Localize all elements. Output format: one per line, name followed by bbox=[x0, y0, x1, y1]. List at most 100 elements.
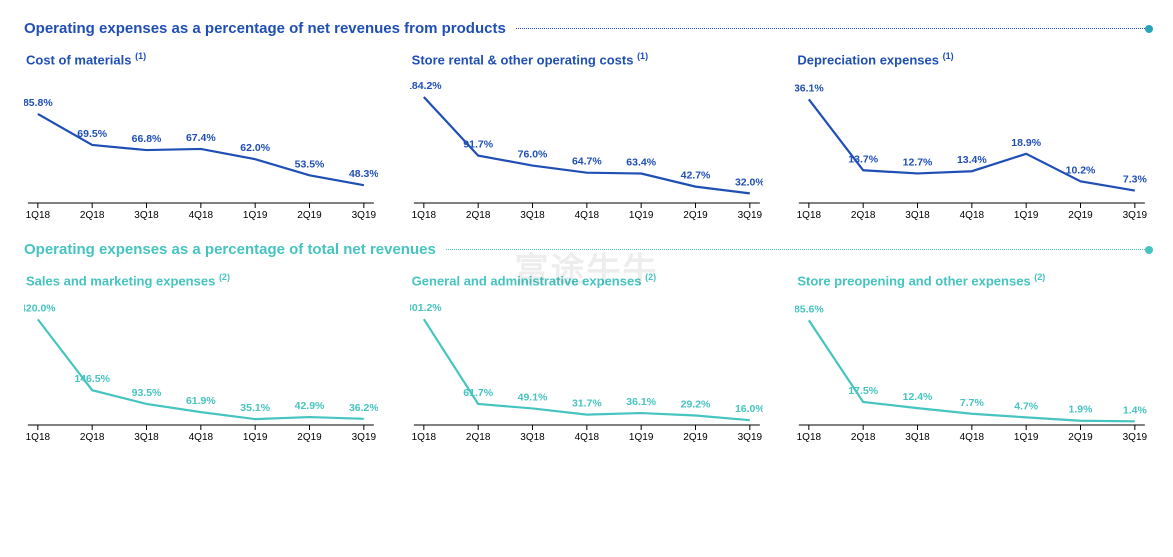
value-label: 31.7% bbox=[572, 397, 602, 409]
value-label: 53.5% bbox=[295, 159, 325, 171]
series-line bbox=[809, 100, 1135, 191]
value-label: 36.1% bbox=[795, 83, 824, 95]
chart-wrap: 301.2%61.7%49.1%31.7%36.1%29.2%16.0%1Q18… bbox=[410, 295, 764, 445]
value-label: 91.7% bbox=[463, 139, 493, 151]
x-tick-label: 3Q19 bbox=[737, 432, 762, 443]
panel-title-text: Cost of materials bbox=[26, 52, 131, 67]
chart-svg: 184.2%91.7%76.0%64.7%63.4%42.7%32.0%1Q18… bbox=[410, 73, 764, 223]
panel-title-sup: (1) bbox=[637, 51, 648, 61]
x-tick-label: 2Q19 bbox=[1069, 210, 1094, 221]
x-tick-label: 2Q19 bbox=[297, 210, 322, 221]
x-tick-label: 1Q18 bbox=[26, 210, 51, 221]
x-tick-label: 3Q18 bbox=[520, 210, 545, 221]
value-label: 63.4% bbox=[626, 157, 656, 169]
value-label: 49.1% bbox=[517, 391, 547, 403]
value-label: 1.9% bbox=[1069, 403, 1094, 415]
section-header: Operating expenses as a percentage of ne… bbox=[24, 20, 1149, 37]
panel-title-sup: (2) bbox=[645, 272, 656, 282]
x-tick-label: 2Q19 bbox=[297, 432, 322, 443]
section-title: Operating expenses as a percentage of ne… bbox=[24, 20, 516, 37]
panel-title-sup: (1) bbox=[135, 51, 146, 61]
value-label: 36.1% bbox=[626, 396, 656, 408]
panel-title-sup: (1) bbox=[943, 51, 954, 61]
panel-title: Store preopening and other expenses (2) bbox=[797, 272, 1149, 288]
x-tick-label: 2Q18 bbox=[466, 210, 491, 221]
section-header: Operating expenses as a percentage of to… bbox=[24, 241, 1149, 258]
x-tick-label: 1Q18 bbox=[797, 210, 822, 221]
value-label: 36.2% bbox=[349, 401, 378, 413]
panel-row: Cost of materials (1) 85.8% 69.5% 66.8% 67.4… bbox=[24, 51, 1149, 223]
x-tick-label: 3Q18 bbox=[906, 432, 931, 443]
x-tick-label: 2Q18 bbox=[851, 432, 876, 443]
value-label: 7.7% bbox=[960, 396, 985, 408]
chart-svg: 36.1%13.7%12.7%13.4%18.9%10.2%7.3%1Q182Q… bbox=[795, 73, 1149, 223]
x-tick-label: 3Q19 bbox=[352, 210, 377, 221]
chart-panel: Store rental & other operating costs (1)… bbox=[410, 51, 764, 223]
value-label: 69.5% bbox=[77, 128, 107, 140]
value-label: 12.4% bbox=[903, 391, 933, 403]
value-label: 13.4% bbox=[957, 155, 987, 167]
panel-title: General and administrative expenses (2) bbox=[412, 272, 764, 288]
x-tick-label: 2Q18 bbox=[466, 432, 491, 443]
section-rule bbox=[516, 28, 1149, 29]
chart-panel: Cost of materials (1) 85.8% 69.5% 66.8% 67.4… bbox=[24, 51, 378, 223]
chart-svg: 301.2%61.7%49.1%31.7%36.1%29.2%16.0%1Q18… bbox=[410, 295, 764, 445]
chart-wrap: 184.2%91.7%76.0%64.7%63.4%42.7%32.0%1Q18… bbox=[410, 73, 764, 223]
x-tick-label: 4Q18 bbox=[189, 432, 214, 443]
value-label: 1.4% bbox=[1123, 404, 1148, 416]
section-title: Operating expenses as a percentage of to… bbox=[24, 241, 446, 258]
x-tick-label: 1Q19 bbox=[629, 432, 654, 443]
value-label: 10.2% bbox=[1066, 165, 1096, 177]
chart-wrap: 36.1%13.7%12.7%13.4%18.9%10.2%7.3%1Q182Q… bbox=[795, 73, 1149, 223]
chart-svg: 85.6%17.5%12.4%7.7%4.7%1.9%1.4%1Q182Q183… bbox=[795, 295, 1149, 445]
x-tick-label: 3Q18 bbox=[134, 210, 159, 221]
x-tick-label: 2Q18 bbox=[80, 210, 105, 221]
x-tick-label: 1Q18 bbox=[797, 432, 822, 443]
value-label: 146.5% bbox=[74, 373, 110, 385]
chart-panel: Sales and marketing expenses (2)420.0%14… bbox=[24, 272, 378, 444]
x-tick-label: 4Q18 bbox=[189, 210, 214, 221]
panel-title-text: Store rental & other operating costs bbox=[412, 52, 634, 67]
root: Operating expenses as a percentage of ne… bbox=[24, 20, 1149, 445]
panel-title-text: Depreciation expenses bbox=[797, 52, 939, 67]
x-tick-label: 3Q18 bbox=[906, 210, 931, 221]
x-tick-label: 1Q19 bbox=[629, 210, 654, 221]
panel-title-sup: (2) bbox=[1034, 272, 1045, 282]
chart-panel: Depreciation expenses (1) 36.1%13.7%12.7%… bbox=[795, 51, 1149, 223]
value-label: 61.7% bbox=[463, 387, 493, 399]
chart-wrap: 420.0%146.5%93.5%61.9%35.1%42.9%36.2%1Q1… bbox=[24, 295, 378, 445]
value-label: 64.7% bbox=[572, 156, 602, 168]
value-label: 66.8% bbox=[132, 133, 162, 145]
value-label: 32.0% bbox=[735, 177, 764, 189]
panel-title-text: General and administrative expenses bbox=[412, 274, 642, 289]
value-label: 93.5% bbox=[132, 387, 162, 399]
chart-wrap: 85.6%17.5%12.4%7.7%4.7%1.9%1.4%1Q182Q183… bbox=[795, 295, 1149, 445]
x-tick-label: 1Q19 bbox=[1014, 432, 1039, 443]
value-label: 67.4% bbox=[186, 132, 216, 144]
value-label: 62.0% bbox=[240, 143, 270, 155]
value-label: 48.3% bbox=[349, 169, 378, 181]
chart-wrap: 85.8% 69.5% 66.8% 67.4% 62.0% 53.5% 48.3% 1Q18 2… bbox=[24, 73, 378, 223]
value-label: 16.0% bbox=[735, 403, 764, 415]
panel-title: Depreciation expenses (1) bbox=[797, 51, 1149, 67]
value-label: 184.2% bbox=[410, 80, 442, 92]
x-tick-label: 3Q19 bbox=[1123, 432, 1148, 443]
x-tick-label: 3Q19 bbox=[352, 432, 377, 443]
chart-panel: Store preopening and other expenses (2) 8… bbox=[795, 272, 1149, 444]
x-tick-label: 4Q18 bbox=[574, 432, 599, 443]
value-label: 301.2% bbox=[410, 302, 442, 314]
panel-title: Store rental & other operating costs (1) bbox=[412, 51, 764, 67]
panel-row: Sales and marketing expenses (2)420.0%14… bbox=[24, 272, 1149, 444]
x-tick-label: 2Q19 bbox=[683, 210, 708, 221]
value-label: 85.8% bbox=[24, 97, 53, 109]
value-label: 85.6% bbox=[795, 303, 824, 315]
chart-svg: 85.8% 69.5% 66.8% 67.4% 62.0% 53.5% 48.3% 1Q18 2… bbox=[24, 73, 378, 223]
x-tick-label: 1Q19 bbox=[1014, 210, 1039, 221]
panel-title-sup: (2) bbox=[219, 272, 230, 282]
value-label: 61.9% bbox=[186, 395, 216, 407]
panel-title-text: Sales and marketing expenses bbox=[26, 274, 215, 289]
value-label: 35.1% bbox=[240, 402, 270, 414]
x-tick-label: 3Q19 bbox=[737, 210, 762, 221]
x-tick-label: 1Q19 bbox=[243, 210, 268, 221]
value-label: 42.9% bbox=[295, 400, 325, 412]
